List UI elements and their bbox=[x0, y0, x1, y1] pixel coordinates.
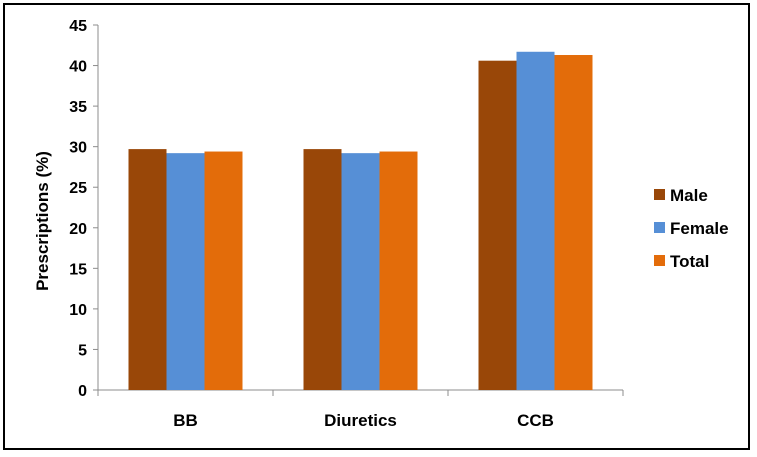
y-tick-label: 35 bbox=[69, 99, 87, 116]
y-tick-label: 45 bbox=[69, 18, 87, 35]
y-tick-label: 0 bbox=[78, 383, 87, 400]
legend-label-total: Total bbox=[670, 252, 709, 271]
x-categories: BB Diuretics CCB bbox=[173, 411, 554, 430]
bar-male-diuretics bbox=[303, 149, 342, 390]
y-tick-label: 25 bbox=[69, 180, 87, 197]
bar-female-ccb bbox=[516, 51, 555, 391]
y-tick-label: 5 bbox=[78, 342, 87, 359]
legend-label-male: Male bbox=[670, 186, 708, 205]
legend-swatch-female bbox=[654, 222, 665, 233]
y-tick-label: 40 bbox=[69, 59, 87, 76]
y-tick-label: 15 bbox=[69, 261, 87, 278]
y-tick-label: 20 bbox=[69, 221, 87, 238]
legend-label-female: Female bbox=[670, 219, 729, 238]
y-ticks: 0 5 10 15 20 25 30 35 40 45 bbox=[69, 18, 98, 400]
bar-total-diuretics bbox=[379, 151, 418, 390]
x-category-label: BB bbox=[173, 411, 198, 430]
x-category-label: CCB bbox=[517, 411, 554, 430]
bar-total-bb bbox=[204, 151, 243, 390]
bar-female-diuretics bbox=[341, 153, 380, 390]
legend: Male Female Total bbox=[654, 186, 729, 271]
y-axis-label: Prescriptions (%) bbox=[33, 151, 52, 291]
legend-swatch-male bbox=[654, 189, 665, 200]
bar-female-bb bbox=[166, 153, 205, 390]
bar-total-ccb bbox=[554, 55, 593, 391]
bar-male-bb bbox=[128, 149, 167, 390]
y-tick-label: 10 bbox=[69, 302, 87, 319]
x-category-label: Diuretics bbox=[324, 411, 397, 430]
bar-male-ccb bbox=[478, 60, 517, 390]
bars bbox=[128, 51, 593, 391]
legend-swatch-total bbox=[654, 255, 665, 266]
y-tick-label: 30 bbox=[69, 140, 87, 157]
